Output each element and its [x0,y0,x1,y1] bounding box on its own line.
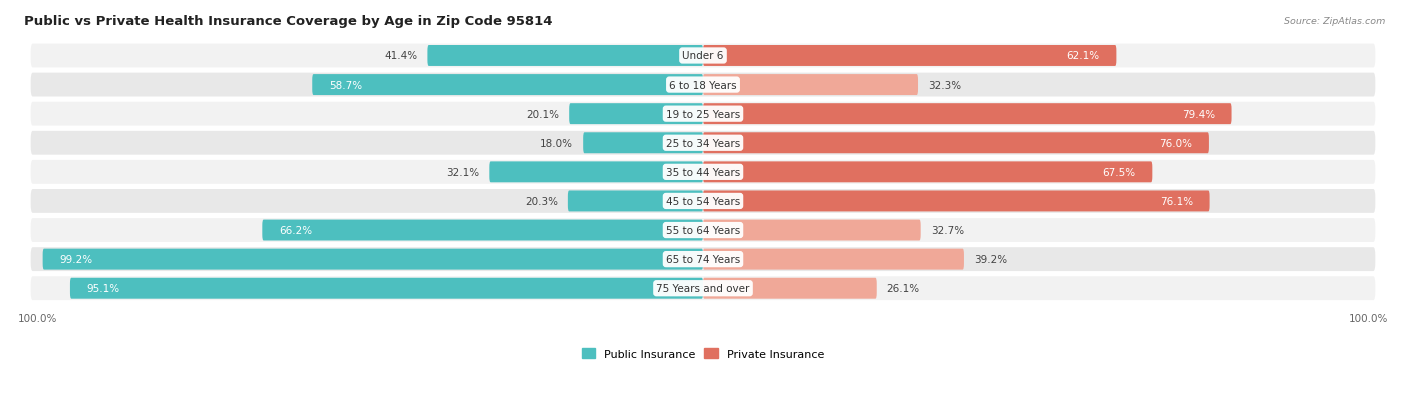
FancyBboxPatch shape [703,46,1116,67]
Text: 45 to 54 Years: 45 to 54 Years [666,197,740,206]
Text: 95.1%: 95.1% [87,284,120,294]
Text: 35 to 44 Years: 35 to 44 Years [666,167,740,178]
FancyBboxPatch shape [31,190,1375,214]
FancyBboxPatch shape [569,104,703,125]
Text: 32.7%: 32.7% [931,225,963,235]
FancyBboxPatch shape [31,218,1375,242]
Text: 62.1%: 62.1% [1067,51,1099,61]
Text: 6 to 18 Years: 6 to 18 Years [669,81,737,90]
FancyBboxPatch shape [703,162,1153,183]
FancyBboxPatch shape [31,45,1375,68]
FancyBboxPatch shape [703,278,877,299]
Text: 76.0%: 76.0% [1160,138,1192,148]
FancyBboxPatch shape [703,133,1209,154]
Legend: Public Insurance, Private Insurance: Public Insurance, Private Insurance [578,344,828,363]
FancyBboxPatch shape [703,104,1232,125]
FancyBboxPatch shape [31,131,1375,155]
FancyBboxPatch shape [489,162,703,183]
Text: Public vs Private Health Insurance Coverage by Age in Zip Code 95814: Public vs Private Health Insurance Cover… [24,15,553,28]
Text: Under 6: Under 6 [682,51,724,61]
Text: 75 Years and over: 75 Years and over [657,284,749,294]
FancyBboxPatch shape [703,220,921,241]
FancyBboxPatch shape [263,220,703,241]
Text: 41.4%: 41.4% [384,51,418,61]
FancyBboxPatch shape [568,191,703,212]
FancyBboxPatch shape [583,133,703,154]
FancyBboxPatch shape [427,46,703,67]
Text: 20.3%: 20.3% [524,197,558,206]
Text: 26.1%: 26.1% [887,284,920,294]
Text: 55 to 64 Years: 55 to 64 Years [666,225,740,235]
FancyBboxPatch shape [70,278,703,299]
Text: 25 to 34 Years: 25 to 34 Years [666,138,740,148]
Text: Source: ZipAtlas.com: Source: ZipAtlas.com [1284,17,1385,26]
Text: 20.1%: 20.1% [526,109,560,119]
FancyBboxPatch shape [31,277,1375,300]
FancyBboxPatch shape [312,75,703,96]
Text: 32.3%: 32.3% [928,81,962,90]
FancyBboxPatch shape [31,102,1375,126]
FancyBboxPatch shape [703,191,1209,212]
FancyBboxPatch shape [42,249,703,270]
Text: 19 to 25 Years: 19 to 25 Years [666,109,740,119]
FancyBboxPatch shape [31,248,1375,271]
Text: 67.5%: 67.5% [1102,167,1136,178]
Text: 79.4%: 79.4% [1182,109,1215,119]
Text: 65 to 74 Years: 65 to 74 Years [666,254,740,264]
Text: 32.1%: 32.1% [446,167,479,178]
Text: 99.2%: 99.2% [59,254,93,264]
FancyBboxPatch shape [703,249,965,270]
Text: 66.2%: 66.2% [278,225,312,235]
FancyBboxPatch shape [31,74,1375,97]
FancyBboxPatch shape [703,75,918,96]
Text: 76.1%: 76.1% [1160,197,1192,206]
Text: 58.7%: 58.7% [329,81,361,90]
Text: 39.2%: 39.2% [974,254,1007,264]
Text: 18.0%: 18.0% [540,138,574,148]
FancyBboxPatch shape [31,161,1375,184]
